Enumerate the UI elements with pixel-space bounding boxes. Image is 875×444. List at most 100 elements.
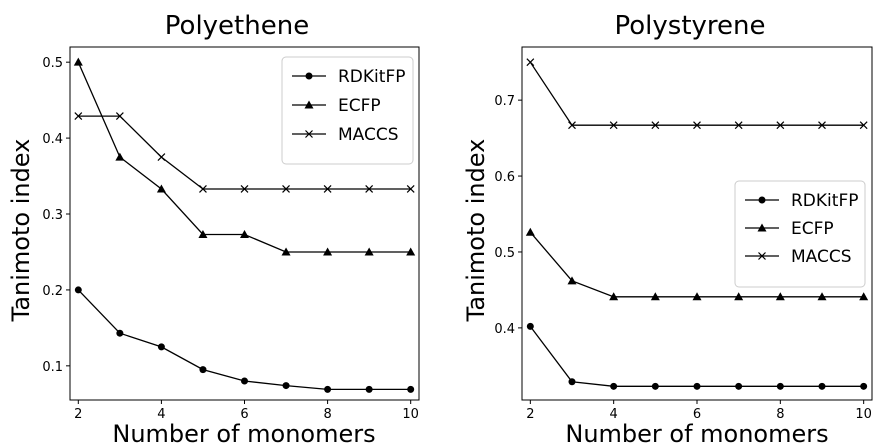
data-point-rdkitfp: [116, 329, 124, 337]
data-point-ecfp: [734, 292, 744, 301]
data-point-maccs: [157, 153, 166, 161]
y-ticks: 0.1 0.2 0.3 0.4 0.5: [42, 56, 70, 375]
data-point-ecfp: [281, 247, 291, 256]
data-point-ecfp: [775, 292, 785, 301]
data-point-rdkitfp: [74, 286, 82, 294]
data-point-rdkitfp: [157, 343, 165, 351]
data-point-maccs: [776, 121, 785, 130]
data-point-rdkitfp: [324, 385, 332, 393]
data-point-rdkitfp: [526, 322, 534, 330]
data-point-ecfp: [73, 57, 83, 66]
x-axis-label: Number of monomers: [112, 420, 375, 444]
data-point-maccs: [240, 185, 249, 193]
legend-entry-maccs: MACCS: [745, 247, 852, 267]
x-tick-label: 6: [240, 407, 248, 422]
x-tick-label: 10: [402, 407, 419, 422]
data-point-maccs: [115, 112, 124, 121]
y-axis-label: Tanimoto index: [7, 139, 35, 323]
data-point-maccs: [323, 185, 332, 193]
legend-label: RDKitFP: [338, 67, 405, 87]
series-layer: [525, 58, 869, 390]
y-ticks: 0.4 0.5 0.6 0.7: [494, 94, 522, 337]
data-point-ecfp: [525, 227, 535, 236]
data-point-rdkitfp: [651, 382, 659, 390]
data-point-maccs: [859, 121, 868, 130]
data-point-ecfp: [692, 292, 702, 301]
data-point-ecfp: [198, 230, 208, 239]
legend-x-marker: [758, 252, 766, 260]
data-point-maccs: [568, 121, 576, 130]
legend-entry-rdkitfp: RDKitFP: [292, 67, 405, 87]
data-point-rdkitfp: [776, 382, 784, 390]
y-axis-label: Tanimoto index: [462, 139, 490, 323]
data-point-rdkitfp: [610, 382, 618, 390]
data-point-rdkitfp: [860, 382, 868, 390]
series-line-rdkitfp: [529, 326, 864, 387]
legend-circle-marker: [305, 72, 313, 80]
data-point-ecfp: [859, 292, 869, 301]
legend-circle-marker: [758, 196, 766, 204]
x-ticks: 2 4 6 8 10: [526, 400, 872, 422]
data-point-rdkitfp: [407, 385, 415, 393]
y-tick-label: 0.4: [494, 322, 515, 337]
data-point-maccs: [693, 121, 701, 130]
x-tick-label: 8: [323, 407, 331, 422]
data-point-maccs: [282, 185, 290, 193]
data-point-ecfp: [115, 152, 125, 161]
data-point-ecfp: [567, 276, 577, 285]
x-tick-label: 4: [157, 407, 165, 422]
y-tick-label: 0.7: [494, 94, 515, 109]
y-tick-label: 0.2: [42, 284, 63, 299]
data-point-rdkitfp: [282, 382, 290, 390]
x-axis-label: Number of monomers: [565, 420, 828, 444]
data-point-maccs: [74, 112, 83, 121]
legend-label: ECFP: [338, 96, 381, 116]
data-point-rdkitfp: [199, 366, 207, 374]
legend-box: [281, 56, 414, 165]
data-point-ecfp: [364, 247, 374, 256]
x-tick-label: 4: [610, 407, 618, 422]
x-tick-label: 10: [855, 407, 872, 422]
series-line-rdkitfp: [77, 289, 411, 391]
legend-entry-maccs: MACCS: [292, 125, 399, 145]
legend-triangle-marker: [304, 100, 314, 109]
x-tick-label: 2: [526, 407, 534, 422]
x-ticks: 2 4 6 8 10: [74, 400, 419, 422]
y-tick-label: 0.1: [42, 360, 63, 375]
series-layer: [73, 57, 416, 393]
chart-title: Polystyrene: [615, 11, 766, 41]
legend-entry-ecfp: ECFP: [745, 219, 834, 239]
legend-entry-rdkitfp: RDKitFP: [745, 191, 858, 211]
data-point-maccs: [818, 121, 826, 130]
data-point-maccs: [199, 185, 207, 193]
chart-polyethene: Polyethene Tanimoto index Number of mono…: [7, 11, 420, 444]
data-point-maccs: [651, 121, 660, 130]
data-point-maccs: [526, 58, 535, 67]
data-point-ecfp: [650, 292, 660, 301]
legend-box: [734, 180, 866, 288]
x-tick-label: 8: [776, 407, 784, 422]
y-tick-label: 0.6: [494, 170, 515, 185]
legend: RDKitFP ECFP MACCS: [734, 180, 866, 288]
series-line-maccs: [529, 61, 864, 126]
chart-title: Polyethene: [165, 11, 309, 41]
data-point-rdkitfp: [818, 382, 826, 390]
legend: RDKitFP ECFP MACCS: [281, 56, 414, 165]
legend-label: ECFP: [791, 219, 834, 239]
y-tick-label: 0.5: [494, 246, 515, 261]
data-point-rdkitfp: [241, 377, 248, 385]
legend-label: RDKitFP: [791, 191, 858, 211]
data-point-rdkitfp: [365, 385, 373, 393]
data-point-ecfp: [817, 292, 827, 301]
data-point-ecfp: [609, 292, 619, 301]
data-point-ecfp: [323, 247, 333, 256]
legend-triangle-marker: [757, 223, 767, 232]
data-point-maccs: [734, 121, 743, 130]
y-tick-label: 0.5: [42, 56, 63, 71]
y-tick-label: 0.4: [42, 132, 63, 147]
data-point-ecfp: [240, 230, 249, 239]
x-tick-label: 2: [74, 407, 82, 422]
legend-label: MACCS: [791, 247, 852, 267]
data-point-maccs: [609, 121, 618, 130]
